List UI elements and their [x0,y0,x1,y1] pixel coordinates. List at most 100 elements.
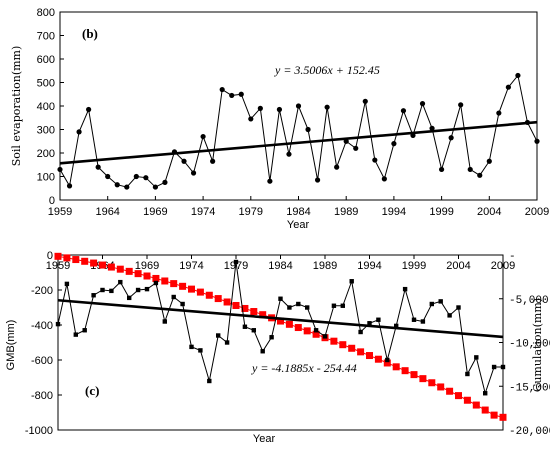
chart-c-cumulation-point [392,363,400,371]
chart-b-data-point [381,176,387,182]
chart-c-x-tick-label: 1994 [357,260,381,272]
chart-c-cumulation-point [277,317,284,325]
chart-c-cumulation-point [81,257,89,265]
chart-b-x-tick-label: 1959 [48,206,72,218]
chart-c-cumulation-point [72,256,80,264]
chart-c-gmb-point [385,357,390,363]
chart-c-gmb-point [242,324,248,329]
chart-b-data-point [429,125,435,131]
chart-c-cumulation-point [63,254,71,262]
chart-b-data-point [362,98,368,104]
chart-b-y-axis-title: Soil evaporation(mm) [10,46,23,167]
chart-c-gmb-point [305,305,310,310]
chart-b-data-point [372,157,378,163]
chart-c-gmb-point [438,299,443,304]
chart-c-cumulation-point [366,352,373,360]
chart-c-gmb-point [233,259,239,265]
chart-b-x-tick-label: 1989 [334,206,358,218]
chart-c-cumulation-point [143,272,151,280]
chart-c-gmb-point [260,349,265,354]
chart-c-y2-tick-label: -10,000 [509,339,550,351]
chart-b-data-point [276,106,283,113]
chart-c-y-axis: 0 -200 -400 -600 -800 -1000 [25,250,62,437]
chart-b-data-point [343,138,349,144]
chart-c-gmb-point [474,355,479,360]
chart-c-gmb-point [491,364,497,370]
chart-b-y-tick-label: 800 [37,7,55,19]
chart-c-gmb-point [100,287,105,293]
chart-c-cumulation-point [339,341,347,349]
chart-c-cumulation-point [214,295,222,303]
chart-c-cumulation-point [116,265,124,273]
chart-c-gmb-point [91,293,96,298]
chart-c-gmb-point [144,286,150,292]
chart-b-data-point [534,138,540,144]
chart-c-x-tick-label: 2009 [491,260,515,272]
chart-c-plot-frame [57,254,504,431]
chart-c-y2-axis: - -5,000 -10,000 -15,000 -20,000 [499,251,550,438]
chart-c-gmb-point [64,281,70,287]
chart-b-x-tick-label: 1979 [239,206,263,218]
chart-b-data-point [171,149,178,155]
chart-c-gmb-point [153,280,159,286]
chart-c-gmb-point [358,329,363,335]
chart-b-y-tick-label: 500 [37,78,55,90]
chart-b-y-tick-label: 100 [37,172,55,184]
chart-c-cumulation-point [54,252,62,260]
chart-b-data-point [66,183,73,189]
chart-b-y-tick-label: 300 [37,125,55,137]
chart-c-gmb-point [198,348,203,353]
chart-c-gmb-point [287,305,292,310]
chart-b-data-point [353,145,359,151]
chart-b-y-axis: 0 100 200 300 400 500 600 700 800 [37,7,64,207]
chart-b-data-point [86,106,92,113]
chart-b-data-point [324,104,330,110]
chart-c-gmb-point [411,317,417,322]
chart-c-cumulation-point [134,270,142,278]
chart-b-x-tick-label: 2004 [477,206,501,218]
chart-b-x-tick-label: 1969 [143,206,167,218]
chart-c-y-axis-title: GMB(mm) [5,320,17,371]
chart-c-trend-equation: y = -4.1885x - 254.44 [251,361,357,375]
chart-b-data-point [190,170,197,176]
chart-c-x-tick-label: 2004 [446,260,470,272]
chart-b-x-tick-label: 1974 [191,206,215,218]
chart-c-cumulation-point [259,311,267,319]
chart-b-data-point [486,158,492,164]
chart-c-gmb-point [269,335,274,340]
chart-c-y-tick-label: -1000 [25,425,53,437]
chart-c-x-tick-label: 1959 [46,260,70,272]
chart-c-cumulation-point [250,308,258,316]
chart-c-cumulation-point [152,274,160,282]
chart-c-gmb-point [349,279,354,284]
chart-c-cumulation-point [232,301,240,309]
chart-c-trend-line [57,298,504,339]
chart-c-gmb-point [483,391,488,396]
chart-c-y-tick-label: -800 [31,390,53,402]
chart-c-x-tick-label: 1984 [268,260,292,272]
chart-c-gmb-point [394,323,399,329]
chart-b-x-tick-label: 1999 [429,206,453,218]
chart-b-trend-equation: y = 3.5006x + 152.45 [274,63,380,77]
chart-b-data-point [76,129,82,135]
chart-c-cumulation-point [205,291,213,299]
chart-c-gmb-point [456,305,461,310]
chart-b-data-point [400,108,407,114]
chart-b-data-point [152,184,158,190]
chart-b-data-point [162,179,168,185]
chart-c-gmb-point [278,296,283,301]
chart-c-gmb-point [189,344,194,350]
chart-c-x-tick-label: 1989 [313,260,337,272]
chart-b-data-point [133,173,139,180]
chart-c-cumulation-point [472,401,480,409]
chart-b-data-point [496,110,502,116]
chart-b-series-line [59,74,538,188]
chart-b-x-axis-title: Year [287,219,310,231]
chart-c-cumulation-point [125,267,133,275]
chart-b-x-tick-label: 1964 [95,206,119,218]
chart-c-panel-label: (c) [85,383,99,398]
chart-c-gmb-point [429,301,434,307]
chart-c-cumulation-point [196,288,204,296]
chart-b-data-point [524,119,531,126]
